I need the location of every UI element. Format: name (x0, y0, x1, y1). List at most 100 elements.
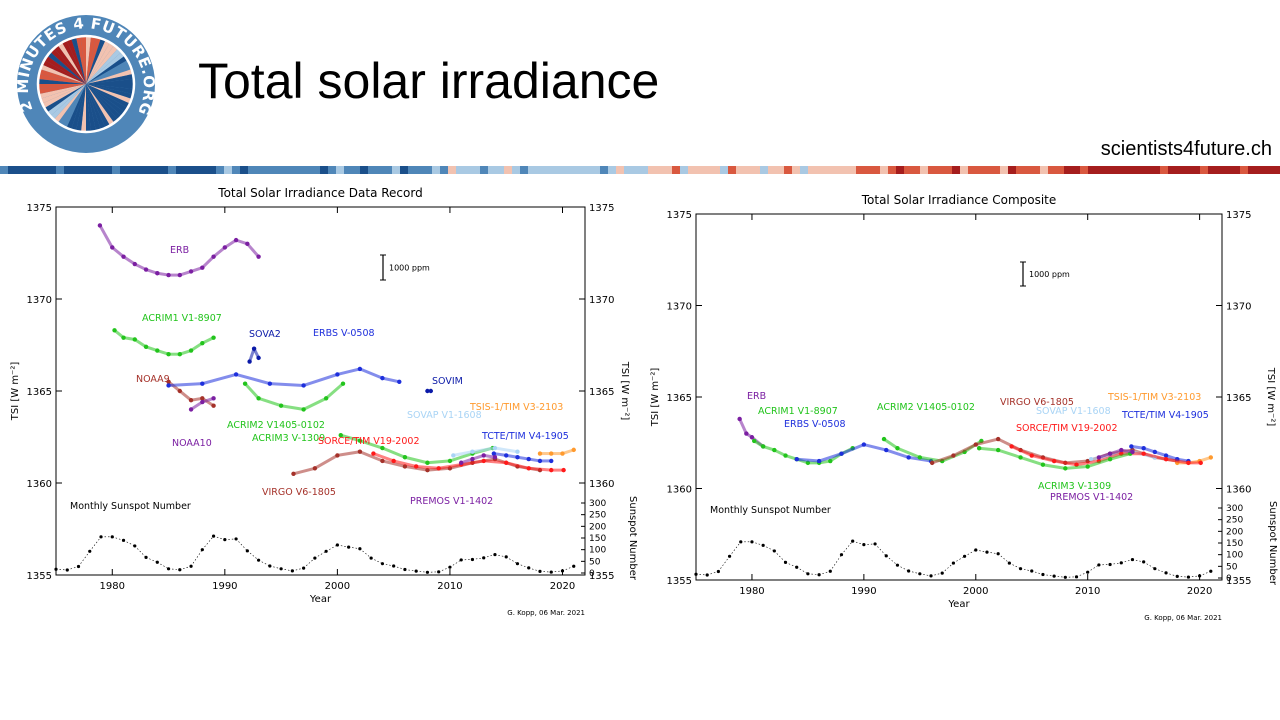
stripe-bar (232, 166, 241, 174)
stripe-bar (152, 166, 161, 174)
y-tick-label-right: 1375 (589, 203, 614, 214)
series-segment (528, 466, 552, 472)
series-label: ERB (170, 245, 189, 256)
stripe-bar (952, 166, 961, 174)
logo-wedge (86, 48, 122, 84)
logo-wedge (86, 42, 115, 84)
stripe-bar (1240, 166, 1249, 174)
stripe-bar (1008, 166, 1017, 174)
series-segment (133, 338, 147, 349)
logo-wedge (39, 69, 86, 84)
series-segment (930, 572, 943, 577)
stripe-bar (1184, 166, 1193, 174)
series-segment (738, 418, 748, 435)
series-segment (942, 562, 954, 574)
series-segment (359, 367, 383, 380)
y-tick-label: 1355 (667, 576, 692, 587)
sunspot-tick-label: 50 (1226, 562, 1238, 572)
series-segment (453, 450, 473, 457)
series-segment (1143, 452, 1167, 461)
series-segment (718, 556, 730, 572)
stripe-bar (816, 166, 825, 174)
stripe-bar (408, 166, 417, 174)
series-segment (258, 559, 270, 567)
series-segment (472, 557, 484, 560)
logo-wedge (86, 45, 119, 84)
y-axis-label-right: TSI [W m⁻²] (1265, 367, 1276, 427)
data-point (1153, 567, 1157, 571)
stripe-bar (344, 166, 353, 174)
logo-wedge (42, 84, 86, 108)
sunspot-tick-label: 200 (589, 522, 606, 532)
series-segment (248, 348, 256, 363)
stripe-bar (416, 166, 425, 174)
series-segment (562, 565, 574, 572)
stripe-bar (1160, 166, 1169, 174)
series-noaa10 (188, 396, 216, 412)
series-segment (774, 550, 786, 563)
stripe-bar (32, 166, 41, 174)
logo-wedge (86, 84, 130, 108)
data-point (1052, 574, 1056, 578)
x-tick-label: 2020 (1187, 586, 1212, 597)
logo-wedge (50, 48, 86, 84)
series-segment (931, 454, 954, 465)
logo-wedge (53, 84, 86, 123)
data-point (851, 539, 855, 543)
series-segment (506, 556, 518, 564)
series-sovim (425, 388, 434, 394)
scale-bar-label: 1000 ppm (389, 264, 430, 273)
stripe-bar (640, 166, 649, 174)
slide-title: Total solar irradiance (198, 53, 660, 109)
stripe-bar (144, 166, 153, 174)
series-segment (190, 549, 203, 567)
data-point (1030, 569, 1034, 573)
stripe-bar (160, 166, 169, 174)
series-erbs-v-0508 (794, 442, 934, 464)
series-segment (269, 565, 282, 570)
series-segment (201, 372, 237, 386)
data-point (290, 569, 294, 573)
data-point (369, 556, 373, 560)
data-point (155, 560, 159, 564)
series-segment (1121, 559, 1133, 564)
series-segment (67, 566, 79, 571)
data-point (716, 569, 720, 574)
logo-wedge (71, 37, 86, 84)
stripe-bar (352, 166, 361, 174)
logo-wedge (53, 45, 86, 84)
series-segment (1143, 561, 1156, 569)
series-label: TSIS-1/TIM V3-2103 (469, 402, 563, 413)
data-point (1108, 562, 1112, 567)
y-tick-label: 1375 (667, 210, 692, 221)
data-point (817, 573, 821, 577)
series-segment (325, 382, 344, 400)
series-label: SOVAP V1-1608 (1036, 406, 1111, 417)
logo-wedge (38, 84, 86, 90)
stripe-bar (536, 166, 545, 174)
series-label: PREMOS V1-1402 (1050, 492, 1133, 503)
sunspot-tick-label: 150 (589, 534, 606, 544)
sunspot-tick-label: 300 (1226, 504, 1243, 514)
logo-wedge (86, 55, 128, 84)
series-segment (235, 372, 271, 386)
stripe-bar (24, 166, 33, 174)
series-segment (112, 536, 124, 541)
x-tick-label: 1990 (851, 586, 876, 597)
series-segment (98, 224, 114, 249)
warming-stripes-circle-icon (38, 36, 134, 132)
stripe-bar (792, 166, 801, 174)
stripe-bar (1024, 166, 1033, 174)
y-axis-label: TSI [W m⁻²] (10, 362, 21, 422)
data-point (340, 381, 346, 386)
series-segment (314, 551, 327, 559)
stripe-bar (1216, 166, 1225, 174)
stripe-bar (968, 166, 977, 174)
data-point (347, 545, 351, 549)
data-point (783, 560, 788, 564)
stripe-bar (872, 166, 881, 174)
series-label: SORCE/TIM V19-2002 (1016, 423, 1118, 434)
logo-wedge (80, 36, 86, 84)
x-tick-label: 1980 (739, 586, 764, 597)
data-point (178, 568, 182, 572)
